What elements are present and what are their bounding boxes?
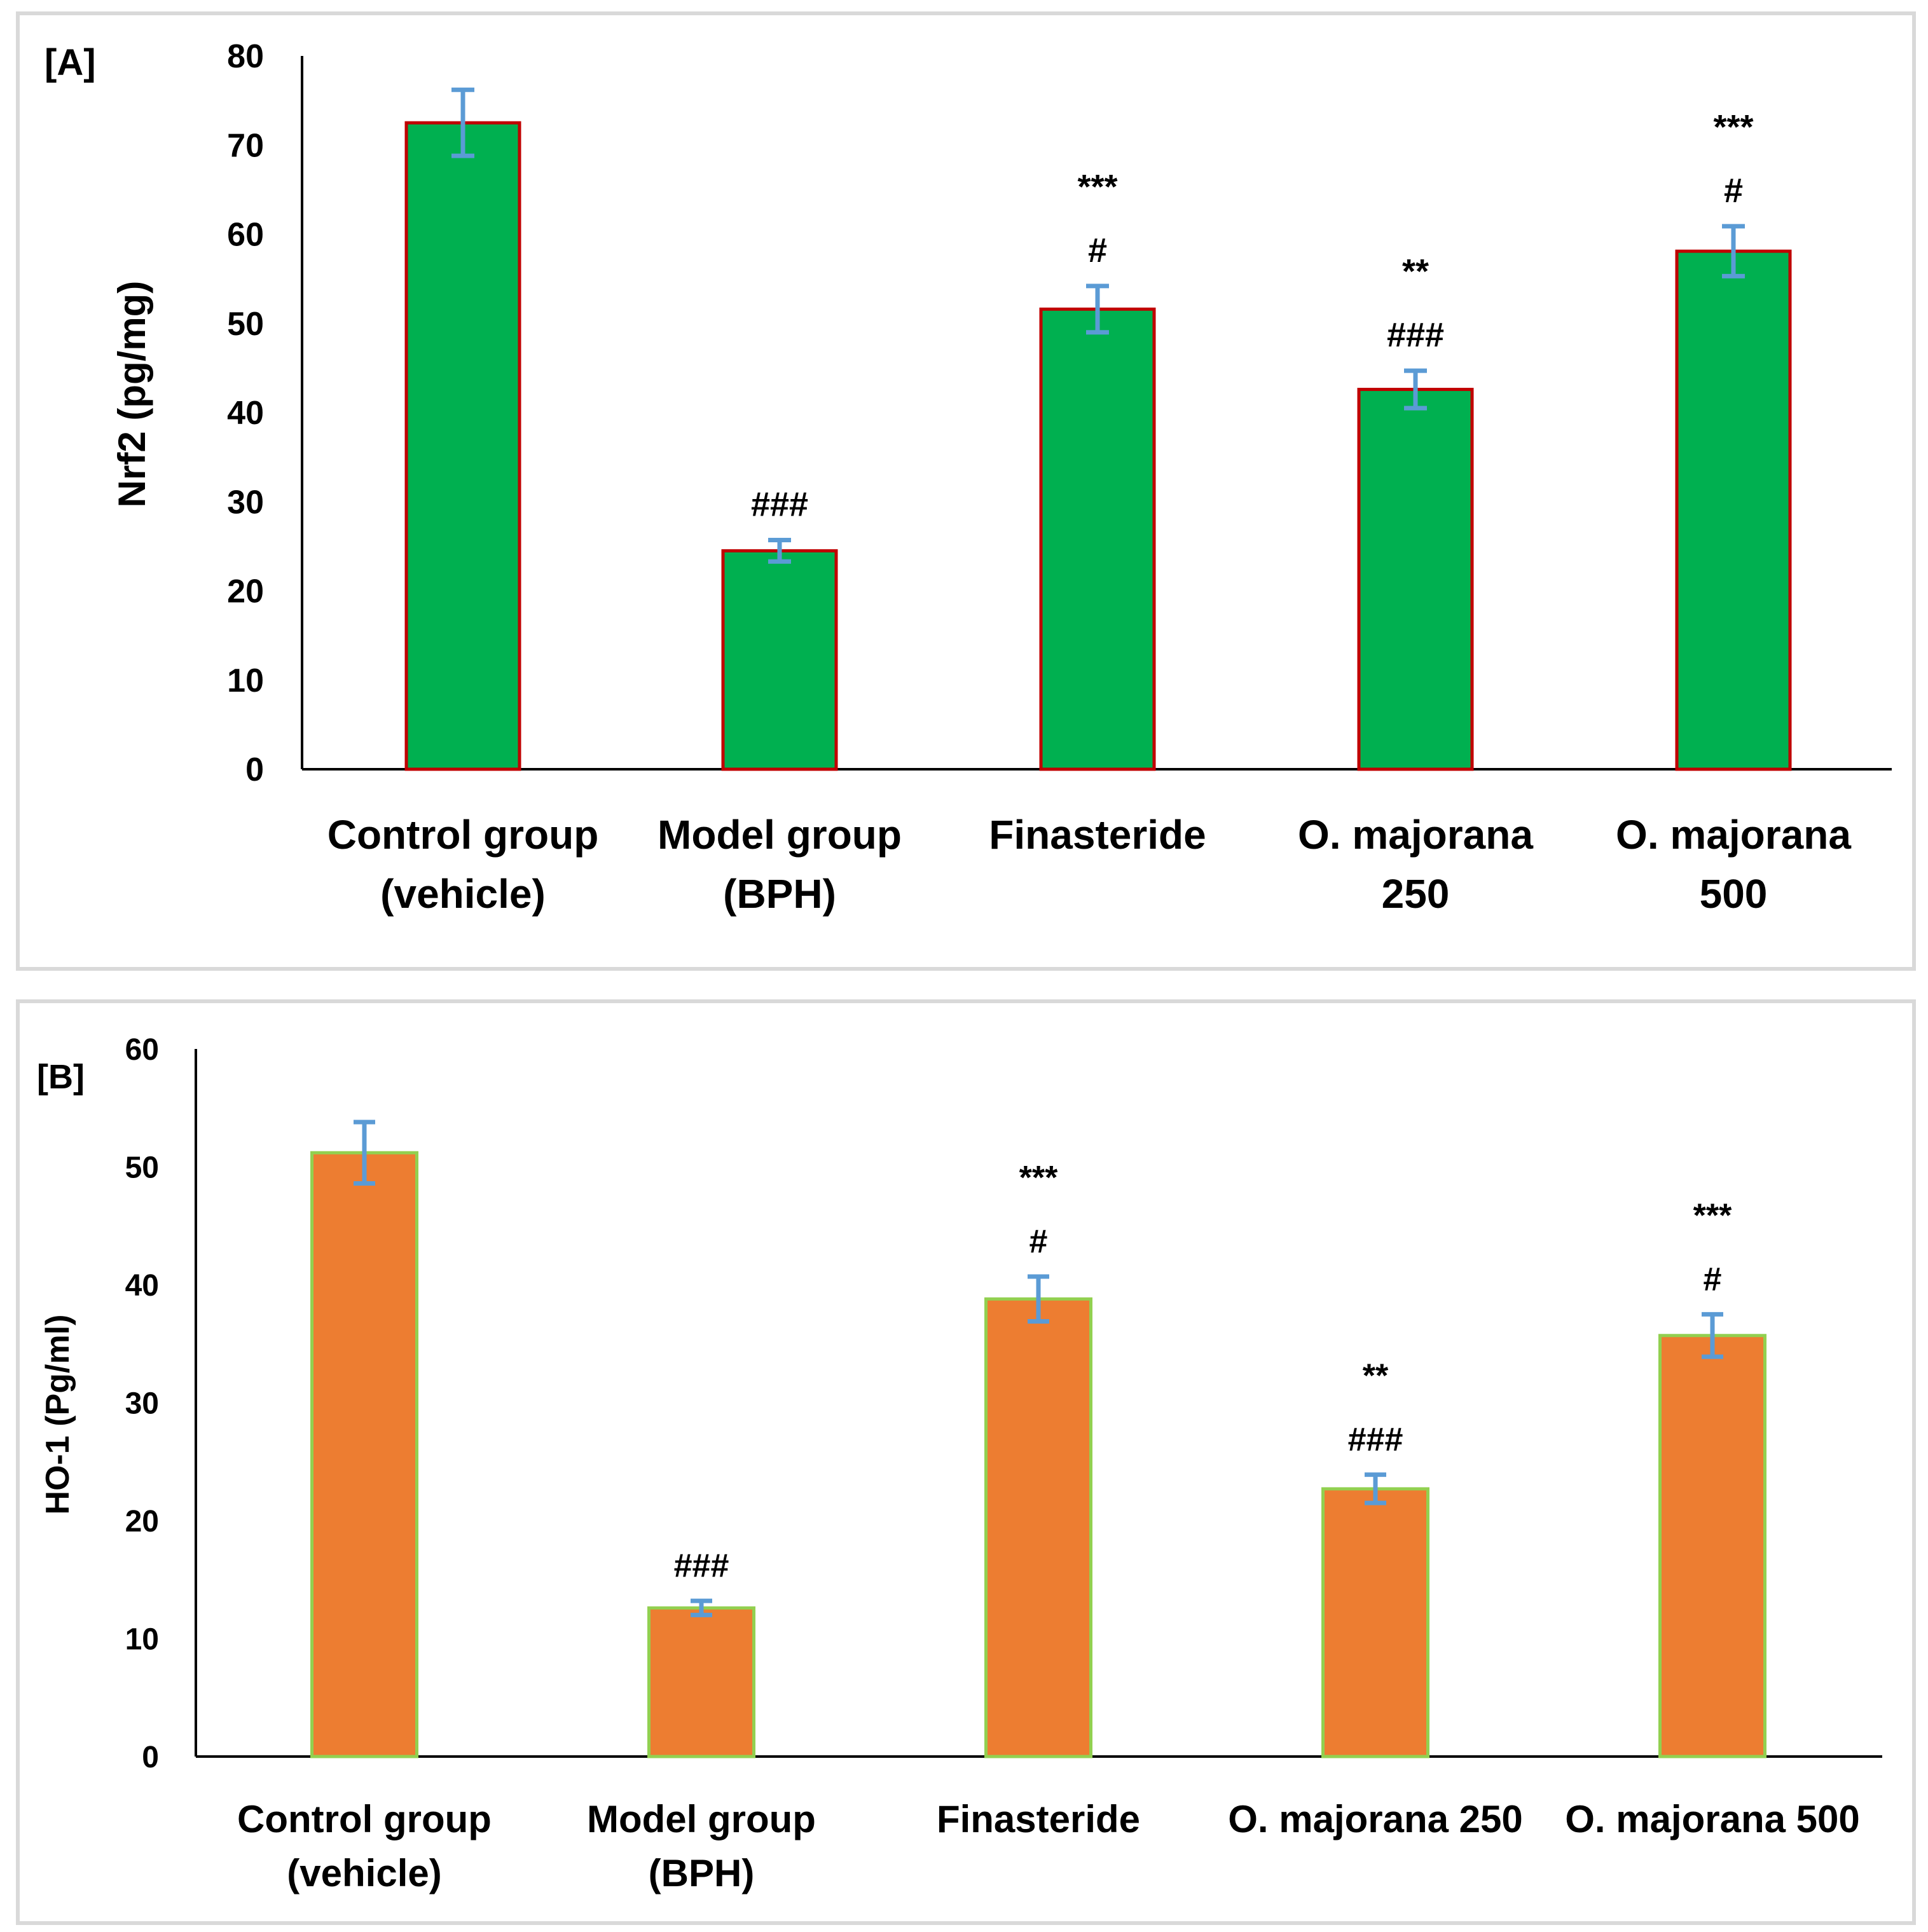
- panel-b-significance-label: #: [1704, 1261, 1722, 1298]
- panel-b-error-bar: [1028, 1274, 1049, 1324]
- panel-a-bar: [721, 549, 838, 771]
- panel-a-y-tick-label: 0: [245, 751, 264, 788]
- panel-b-y-tick-label: 60: [125, 1033, 159, 1067]
- panel-b-category-label: O. majorana 250: [1228, 1798, 1523, 1840]
- panel-b-chart: 0 10 20 30 40 50 60 Control group (vehicle) ### Mo…: [125, 1033, 1882, 1894]
- panel-b-bar: [647, 1606, 755, 1758]
- panel-a-error-bar: [1722, 224, 1745, 278]
- panel-b-y-tick-label: 50: [125, 1151, 159, 1184]
- panel-a-significance-label: ***: [1713, 108, 1753, 146]
- panel-a-category-label: Finasteride: [989, 812, 1206, 858]
- panel-b-error-bar: [1702, 1312, 1723, 1359]
- panel-a-error-bar: [451, 87, 474, 158]
- panel-b-error-bar: [354, 1120, 375, 1186]
- panel-b-bar: [1321, 1487, 1429, 1758]
- panel-a-y-tick-label: 10: [227, 662, 264, 699]
- panel-b-error-bar: [691, 1598, 712, 1617]
- panel-a-bar: [1039, 307, 1156, 771]
- panel-a-label: [A]: [45, 42, 96, 83]
- panel-a-category-label: O. majorana: [1616, 812, 1851, 858]
- panel-b-category-label: Control group: [237, 1798, 492, 1840]
- panel-b-significance-label: ###: [1348, 1422, 1403, 1458]
- panel-b-error-bar: [1365, 1472, 1386, 1505]
- panel-a-y-tick-label: 50: [227, 306, 264, 343]
- panel-a-y-tick-label: 70: [227, 127, 264, 164]
- panel-b-y-tick-label: 40: [125, 1269, 159, 1303]
- panel-b-category-label: O. majorana 500: [1565, 1798, 1860, 1840]
- panel-a-error-bar: [768, 538, 791, 564]
- panel-b-category-label: (BPH): [649, 1852, 755, 1894]
- panel-a-y-tick-label: 20: [227, 573, 264, 610]
- panel-a-category-label: 250: [1382, 871, 1450, 917]
- panel-b-label: [B]: [37, 1058, 85, 1096]
- panel-b-category-label: Model group: [587, 1798, 816, 1840]
- panel-b-category-label: Finasteride: [937, 1798, 1140, 1840]
- panel-b-y-axis-label: HO-1 (Pg/ml): [39, 1315, 76, 1515]
- panel-a-category-label: Model group: [658, 812, 902, 858]
- panel-a-error-bar: [1086, 284, 1109, 335]
- panel-b-y-tick-label: 0: [142, 1741, 159, 1774]
- panel-a-significance-label: #: [1088, 231, 1107, 270]
- panel-b-category-label: (vehicle): [287, 1852, 441, 1894]
- panel-b-bar: [310, 1151, 418, 1758]
- panel-a-category-label: Control group: [327, 812, 599, 858]
- panel-a-chart: 0 10 20 30 40 50 60 70 80 Control group (vehicle) #…: [227, 38, 1892, 917]
- panel-b-bar: [1658, 1334, 1766, 1758]
- panel-a-border: [16, 11, 1916, 971]
- panel-a-significance-label: #: [1724, 172, 1743, 210]
- panel-a-bar: [404, 121, 521, 771]
- panel-a-error-bar: [1404, 368, 1427, 411]
- panel-a-significance-label: ***: [1077, 168, 1117, 206]
- panel-b-border: [16, 999, 1916, 1925]
- panel-a-category-label: 500: [1700, 871, 1768, 917]
- panel-a-significance-label: ###: [751, 486, 808, 524]
- panel-a-significance-label: **: [1402, 252, 1429, 291]
- panel-a-bar: [1357, 388, 1474, 771]
- panel-a-category-label: (vehicle): [380, 871, 546, 917]
- panel-b-significance-label: **: [1363, 1358, 1389, 1395]
- panel-b-bar: [984, 1297, 1092, 1758]
- panel-a-category-label: O. majorana: [1298, 812, 1533, 858]
- panel-a-category-label: (BPH): [723, 871, 836, 917]
- panel-b-significance-label: ###: [674, 1547, 729, 1584]
- panel-b-y-tick-label: 10: [125, 1622, 159, 1656]
- panel-b-y-tick-label: 20: [125, 1505, 159, 1538]
- panel-b-y-tick-label: 30: [125, 1387, 159, 1420]
- panel-a-bar: [1675, 249, 1792, 771]
- panel-a-y-tick-label: 80: [227, 38, 264, 75]
- panel-a-y-tick-label: 30: [227, 484, 264, 521]
- panel-a-significance-label: ###: [1387, 316, 1444, 354]
- panel-b-significance-label: ***: [1693, 1197, 1732, 1234]
- panel-b-significance-label: #: [1029, 1223, 1048, 1260]
- panel-b-significance-label: ***: [1019, 1160, 1058, 1196]
- panel-a-y-tick-label: 40: [227, 395, 264, 432]
- panel-a-y-tick-label: 60: [227, 217, 264, 254]
- panel-a-y-axis-label: Nrf2 (pg/mg): [111, 281, 153, 508]
